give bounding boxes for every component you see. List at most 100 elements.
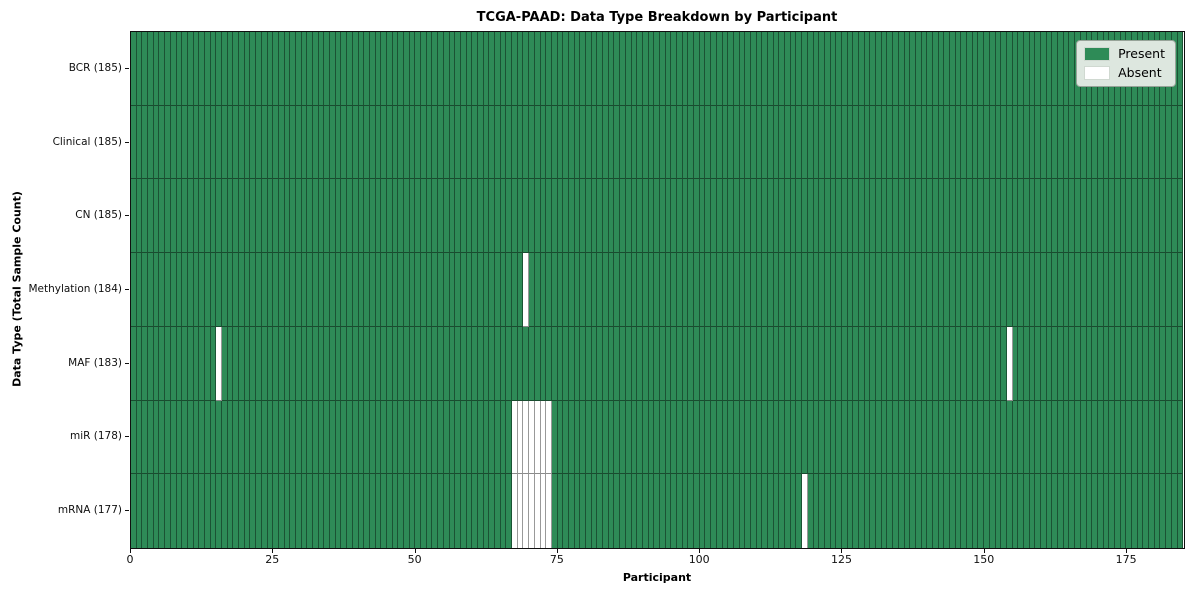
matrix-cell <box>910 400 916 475</box>
matrix-cell <box>324 32 331 106</box>
matrix-cell <box>278 32 285 106</box>
matrix-cell <box>785 400 791 475</box>
matrix-cell <box>859 32 865 106</box>
matrix-cell <box>307 179 313 254</box>
matrix-cell <box>1086 400 1093 475</box>
matrix-cell <box>347 474 353 549</box>
matrix-cell <box>773 105 780 180</box>
matrix-cell <box>455 474 461 549</box>
matrix-cell <box>443 105 450 180</box>
matrix-cell <box>1046 400 1053 475</box>
matrix-cell <box>381 326 387 401</box>
matrix-cell <box>210 474 217 549</box>
matrix-cell <box>261 253 268 327</box>
matrix-cell <box>762 179 768 254</box>
matrix-cell <box>677 105 683 180</box>
matrix-cell <box>682 179 689 254</box>
matrix-cell <box>1177 179 1184 254</box>
matrix-cell <box>876 105 882 180</box>
matrix-cell <box>768 400 774 475</box>
matrix-cell <box>887 474 894 549</box>
matrix-cell <box>187 105 194 180</box>
matrix-cell <box>768 105 774 180</box>
matrix-cell <box>1075 179 1081 254</box>
matrix-cell <box>512 179 518 254</box>
matrix-cell <box>773 179 780 254</box>
matrix-cell <box>580 179 586 254</box>
matrix-cell <box>830 326 837 401</box>
matrix-cell <box>955 105 962 180</box>
matrix-cell <box>603 400 609 475</box>
matrix-cell <box>898 32 905 106</box>
matrix-cell <box>608 400 615 475</box>
matrix-cell <box>1029 400 1036 475</box>
matrix-cell <box>1001 105 1007 180</box>
matrix-cell <box>1092 179 1098 254</box>
matrix-cell <box>847 400 854 475</box>
matrix-cell <box>1097 179 1104 254</box>
matrix-cell <box>586 179 592 254</box>
matrix-cell <box>864 326 871 401</box>
matrix-cell <box>756 474 763 549</box>
matrix-cell <box>176 326 183 401</box>
matrix-cell <box>1012 253 1019 327</box>
matrix-cell <box>290 179 296 254</box>
matrix-cell <box>1092 400 1098 475</box>
matrix-cell <box>477 253 484 327</box>
matrix-cell <box>301 253 308 327</box>
matrix-cell <box>1035 179 1041 254</box>
matrix-cell <box>307 32 313 106</box>
matrix-cell <box>989 105 996 180</box>
matrix-cell <box>779 105 786 180</box>
matrix-cell <box>460 253 467 327</box>
matrix-cell <box>136 326 143 401</box>
matrix-cell <box>694 400 700 475</box>
matrix-cell <box>870 105 877 180</box>
matrix-cell <box>859 179 865 254</box>
matrix-cell <box>972 179 979 254</box>
matrix-cell <box>614 32 621 106</box>
matrix-cell <box>1109 474 1115 549</box>
matrix-cell <box>347 326 353 401</box>
matrix-cell <box>688 400 695 475</box>
matrix-cell <box>927 400 933 475</box>
legend-swatch-present-icon <box>1084 47 1111 62</box>
matrix-cell <box>483 32 490 106</box>
matrix-cell <box>222 400 228 475</box>
matrix-cell <box>460 105 467 180</box>
matrix-cell <box>750 326 757 401</box>
matrix-cell <box>802 253 808 327</box>
matrix-cell <box>295 32 302 106</box>
matrix-cell <box>722 474 729 549</box>
matrix-cell <box>904 179 911 254</box>
matrix-cell <box>375 474 382 549</box>
matrix-cell <box>295 400 302 475</box>
matrix-cell <box>540 105 547 180</box>
data-type-row-clinical <box>131 105 1184 180</box>
matrix-cell <box>1166 179 1172 254</box>
matrix-cell <box>642 32 649 106</box>
matrix-cell <box>716 105 723 180</box>
matrix-cell <box>529 32 535 106</box>
matrix-cell <box>506 179 513 254</box>
legend-label-absent: Absent <box>1118 64 1162 80</box>
matrix-cell <box>1069 400 1076 475</box>
matrix-cell <box>324 326 331 401</box>
matrix-cell <box>603 105 609 180</box>
matrix-cell <box>1018 179 1024 254</box>
matrix-cell <box>893 326 899 401</box>
matrix-cell <box>443 474 450 549</box>
matrix-cell <box>1166 105 1172 180</box>
matrix-cell <box>648 105 655 180</box>
matrix-cell <box>642 474 649 549</box>
matrix-cell <box>432 32 439 106</box>
matrix-cell <box>648 253 655 327</box>
matrix-cell <box>187 474 194 549</box>
matrix-cell <box>267 179 274 254</box>
matrix-cell <box>1080 179 1087 254</box>
matrix-cell <box>557 105 564 180</box>
matrix-cell <box>1029 179 1036 254</box>
matrix-cell <box>148 179 154 254</box>
matrix-cell <box>1001 32 1007 106</box>
matrix-cell <box>233 179 240 254</box>
